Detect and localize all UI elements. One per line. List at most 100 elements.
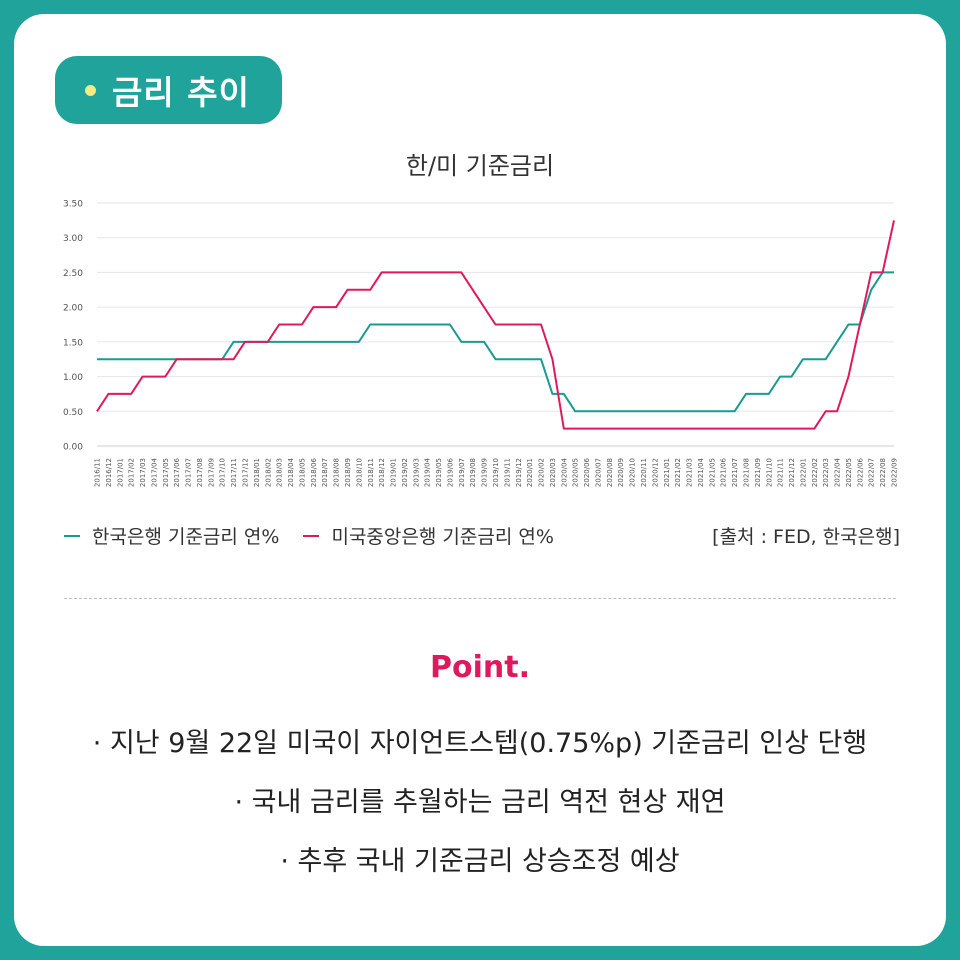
- series-line-korea: [97, 271, 894, 413]
- x-tick-label: 2022/01: [799, 458, 807, 487]
- x-tick-label: 2022/07: [868, 458, 876, 487]
- x-tick-label: 2019/05: [435, 458, 443, 487]
- content-card: 금리 추이 한/미 기준금리 0.00 0.50 1.00 1.50 2.00 2.50 3…: [14, 14, 946, 946]
- chart-legend: 한국은행 기준금리 연% 미국중앙은행 기준금리 연% [출처 : FED, 한…: [64, 522, 900, 549]
- x-tick-label: 2019/07: [458, 458, 466, 487]
- x-tick-label: 2019/02: [401, 458, 409, 487]
- x-tick-label: 2018/04: [287, 457, 295, 487]
- legend-swatch-us: [303, 534, 320, 537]
- section-title: 금리 추이: [112, 73, 250, 112]
- x-tick-label: 2020/09: [617, 458, 625, 487]
- x-tick-label: 2019/11: [503, 458, 511, 487]
- x-tick-label: 2018/03: [276, 458, 284, 487]
- x-tick-label: 2020/01: [526, 458, 534, 487]
- divider: [64, 598, 896, 599]
- x-tick-label: 2017/12: [242, 458, 250, 487]
- y-tick-label: 0.00: [63, 443, 83, 453]
- legend-item-korea: 한국은행 기준금리 연%: [64, 522, 279, 549]
- point-item: · 국내 금리를 추월하는 금리 역전 현상 재연: [234, 787, 726, 818]
- y-tick-label: 0.50: [63, 408, 83, 418]
- x-tick-label: 2020/12: [651, 458, 659, 487]
- x-tick-label: 2017/04: [150, 457, 158, 487]
- x-tick-label: 2019/09: [481, 458, 489, 487]
- x-tick-label: 2021/04: [697, 457, 705, 487]
- x-tick-label: 2016/11: [94, 458, 102, 487]
- chart-source: [출처 : FED, 한국은행]: [712, 526, 900, 548]
- x-tick-label: 2020/07: [594, 458, 602, 487]
- x-tick-label: 2022/03: [822, 458, 830, 487]
- x-tick-label: 2021/02: [674, 458, 682, 487]
- x-tick-label: 2017/06: [173, 457, 181, 487]
- legend-label-us: 미국중앙은행 기준금리 연%: [331, 526, 554, 548]
- x-tick-label: 2017/09: [207, 458, 215, 487]
- x-tick-label: 2016/12: [105, 458, 113, 487]
- x-tick-label: 2017/10: [219, 458, 227, 487]
- x-tick-label: 2018/08: [333, 458, 341, 487]
- x-tick-label: 2020/06: [583, 457, 591, 487]
- y-tick-label: 2.00: [63, 304, 83, 314]
- x-tick-label: 2020/10: [629, 458, 637, 487]
- x-tick-label: 2019/08: [469, 458, 477, 487]
- x-tick-label: 2018/11: [367, 458, 375, 487]
- x-tick-label: 2017/08: [196, 458, 204, 487]
- x-tick-label: 2022/09: [891, 458, 899, 487]
- x-tick-label: 2022/06: [856, 457, 864, 487]
- chart-title: 한/미 기준금리: [405, 152, 555, 180]
- x-tick-label: 2019/06: [446, 457, 454, 487]
- x-tick-label: 2021/07: [731, 458, 739, 487]
- x-tick-label: 2021/11: [777, 458, 785, 487]
- x-tick-label: 2021/12: [788, 458, 796, 487]
- x-tick-label: 2019/12: [515, 458, 523, 487]
- y-tick-label: 1.50: [63, 338, 83, 348]
- x-tick-label: 2017/03: [139, 458, 147, 487]
- x-tick-label: 2022/08: [879, 458, 887, 487]
- x-tick-label: 2020/03: [549, 458, 557, 487]
- point-item: · 추후 국내 기준금리 상승조정 예상: [280, 846, 680, 877]
- y-tick-label: 1.00: [63, 373, 83, 383]
- point-list: · 지난 9월 22일 미국이 자이언트스텝(0.75%p) 기준금리 인상 단…: [14, 714, 946, 891]
- x-tick-label: 2018/12: [378, 458, 386, 487]
- x-tick-label: 2017/11: [230, 458, 238, 487]
- x-tick-label: 2020/08: [606, 458, 614, 487]
- x-tick-label: 2018/10: [355, 458, 363, 487]
- x-tick-label: 2018/05: [298, 458, 306, 487]
- x-tick-label: 2021/03: [686, 458, 694, 487]
- x-tick-label: 2021/09: [754, 458, 762, 487]
- x-tick-label: 2021/08: [742, 458, 750, 487]
- x-tick-label: 2020/11: [640, 458, 648, 487]
- x-tick-label: 2021/10: [765, 458, 773, 487]
- y-tick-label: 3.00: [63, 234, 83, 244]
- point-item: · 지난 9월 22일 미국이 자이언트스텝(0.75%p) 기준금리 인상 단…: [92, 728, 868, 759]
- x-tick-label: 2017/07: [185, 458, 193, 487]
- x-tick-label: 2018/02: [264, 458, 272, 487]
- x-tick-label: 2018/01: [253, 458, 261, 487]
- x-tick-label: 2020/02: [538, 458, 546, 487]
- x-tick-label: 2022/02: [811, 458, 819, 487]
- legend-swatch-korea: [64, 534, 80, 537]
- y-tick-label: 2.50: [63, 269, 83, 279]
- bullet-dot-icon: [85, 84, 96, 96]
- legend-label-korea: 한국은행 기준금리 연%: [92, 526, 280, 548]
- x-tick-label: 2017/02: [128, 458, 136, 487]
- x-tick-label: 2018/07: [321, 458, 329, 487]
- x-tick-label: 2021/05: [708, 458, 716, 487]
- x-tick-label: 2017/01: [116, 458, 124, 487]
- x-tick-label: 2020/05: [572, 458, 580, 487]
- x-tick-label: 2019/04: [424, 457, 432, 487]
- x-tick-label: 2020/04: [560, 457, 568, 487]
- x-tick-label: 2022/04: [834, 457, 842, 487]
- y-tick-label: 3.50: [63, 200, 83, 210]
- x-tick-label: 2019/01: [390, 458, 398, 487]
- x-tick-label: 2019/03: [412, 458, 420, 487]
- x-tick-label: 2019/10: [492, 458, 500, 487]
- point-title: Point.: [430, 650, 530, 685]
- legend-item-us: 미국중앙은행 기준금리 연%: [303, 522, 554, 549]
- x-tick-label: 2017/05: [162, 458, 170, 487]
- x-tick-label: 2021/01: [663, 458, 671, 487]
- x-tick-label: 2022/05: [845, 458, 853, 487]
- x-tick-label: 2021/06: [720, 457, 728, 487]
- series-line-us: [96, 220, 895, 430]
- x-tick-label: 2018/06: [310, 457, 318, 487]
- section-badge: 금리 추이: [55, 56, 282, 124]
